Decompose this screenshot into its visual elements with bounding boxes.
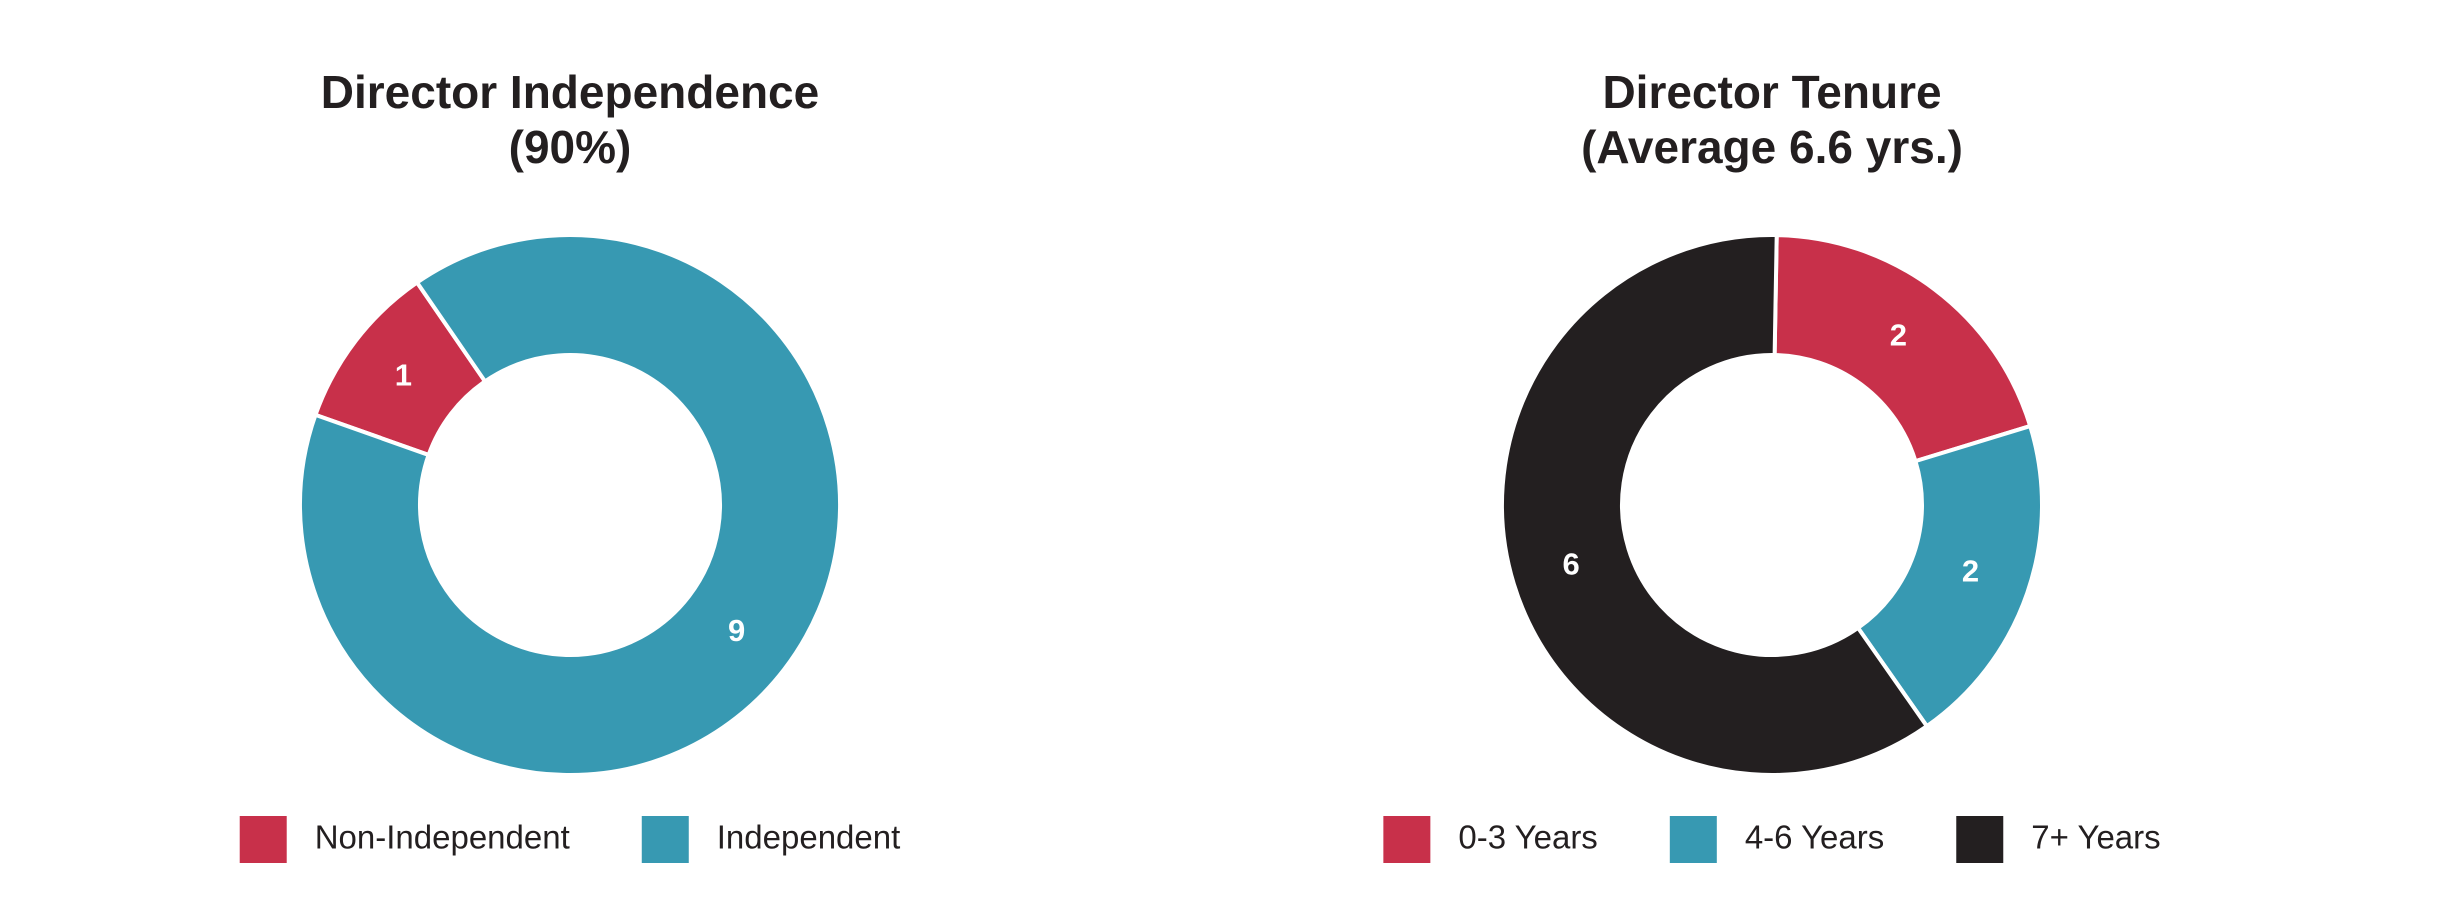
data-label: 6: [1563, 547, 1580, 582]
data-label: 2: [1962, 554, 1979, 589]
legend-label: Non-Independent: [315, 819, 570, 856]
legend-label: 7+ Years: [2031, 819, 2160, 856]
data-label: 2: [1890, 317, 1907, 352]
legend-swatch: [1383, 816, 1431, 863]
donut-segment: [298, 233, 842, 777]
legend: 0-3 Years 4-6 Years 7+ Years: [1383, 816, 2161, 863]
donut-segment: [1855, 423, 2044, 729]
chart-title: Director Independence: [321, 66, 819, 118]
chart-title: Director Tenure: [1602, 66, 1941, 118]
legend-swatch: [1669, 816, 1717, 863]
donut-segment: [1500, 233, 1930, 777]
chart-subtitle: (Average 6.6 yrs.): [1581, 121, 1963, 173]
donut-segment: [1772, 233, 2033, 464]
chart-subtitle: (90%): [509, 121, 632, 173]
legend-swatch: [1956, 816, 2004, 863]
data-label: 9: [728, 613, 745, 648]
legend-label: 0-3 Years: [1458, 819, 1597, 856]
legend-swatch: [239, 816, 287, 863]
legend-swatch: [641, 816, 689, 863]
data-label: 1: [395, 357, 412, 392]
legend-label: 4-6 Years: [1745, 819, 1884, 856]
legend-label: Independent: [717, 819, 901, 856]
legend: Non-Independent Independent: [239, 816, 901, 863]
